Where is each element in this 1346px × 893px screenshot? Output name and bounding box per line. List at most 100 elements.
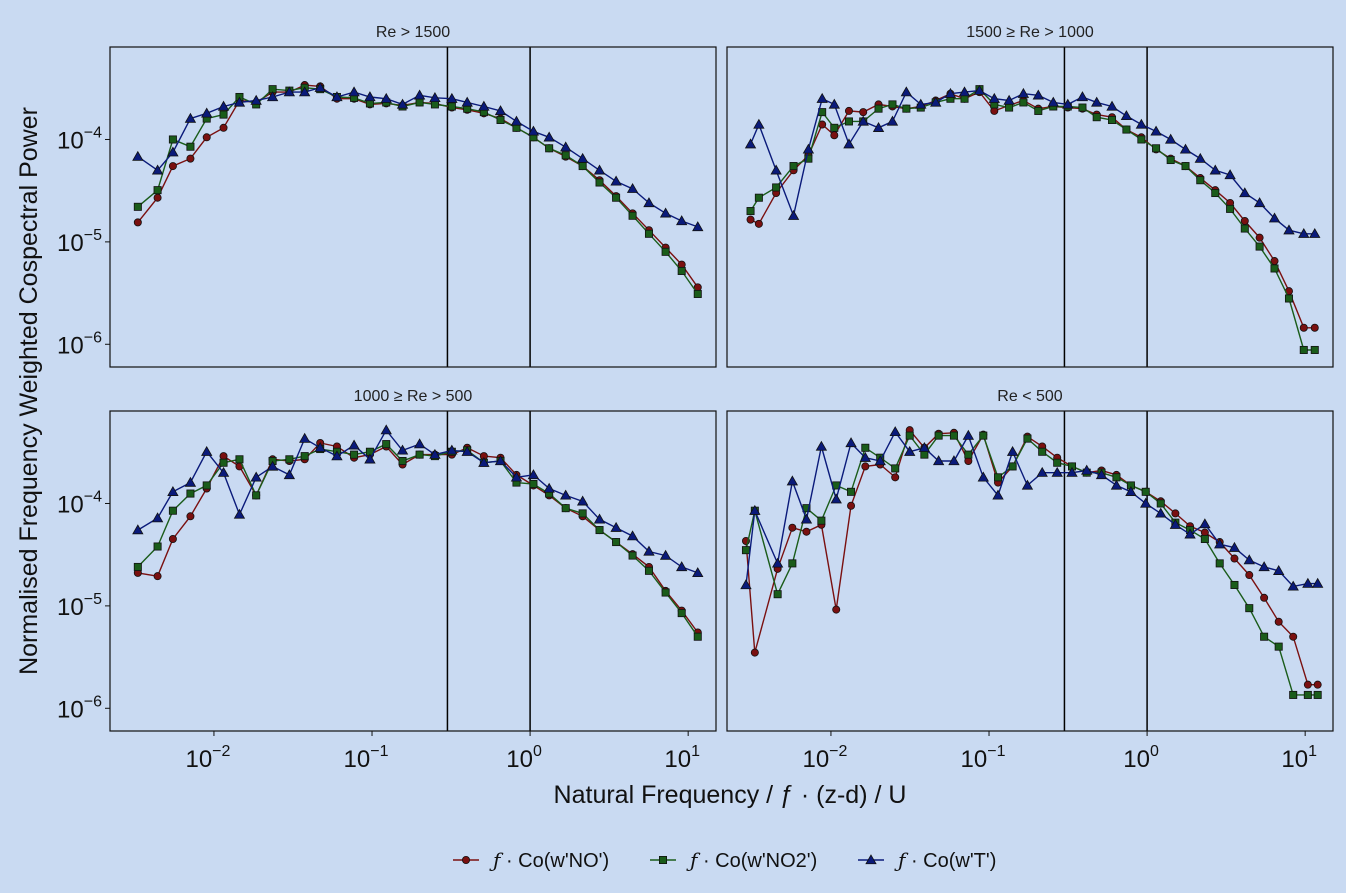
legend-item-2: ƒ · Co(w'NO2')	[650, 848, 817, 872]
data-point	[1092, 113, 1101, 122]
y-tick-label: 10−6	[57, 329, 102, 359]
data-point	[994, 473, 1003, 482]
data-point	[1076, 91, 1089, 102]
data-point	[891, 464, 900, 473]
data-point	[1240, 224, 1249, 233]
data-point	[787, 209, 800, 220]
data-point	[461, 445, 473, 456]
data-point	[595, 178, 604, 187]
data-point	[1211, 189, 1220, 198]
x-tick-label: 100	[506, 743, 542, 773]
data-point	[283, 86, 296, 97]
y-tick-label: 10−4	[57, 124, 102, 154]
legend-label: ƒ · Co(w'T')	[894, 848, 996, 872]
x-axis-title: Natural Frequency / ƒ · (z-d) / U	[554, 781, 907, 809]
data-point	[830, 131, 839, 140]
data-point	[235, 455, 244, 464]
data-point	[1036, 466, 1048, 477]
data-point	[1171, 509, 1180, 518]
data-point	[510, 115, 523, 126]
data-point	[753, 118, 765, 129]
data-point	[857, 115, 869, 126]
data-point	[447, 102, 456, 111]
legend: ƒ · Co(w'NO') ƒ · Co(w'NO2') ƒ · Co(w'T')	[453, 848, 996, 872]
data-point	[661, 588, 670, 597]
data-point	[789, 162, 798, 171]
data-point	[693, 632, 702, 641]
data-point	[847, 501, 856, 510]
data-point	[1051, 466, 1063, 477]
data-point	[740, 579, 752, 590]
data-point	[151, 512, 164, 523]
legend-key-marker	[461, 856, 470, 865]
data-point	[153, 186, 162, 195]
panel-frame	[726, 46, 1334, 368]
data-point	[314, 441, 326, 452]
data-point	[1194, 152, 1206, 163]
data-point	[643, 545, 655, 556]
data-point	[845, 437, 857, 448]
data-point	[676, 561, 688, 572]
data-point	[151, 164, 164, 175]
data-point	[773, 590, 782, 599]
data-point	[859, 451, 872, 462]
series-line-3	[749, 89, 1315, 235]
data-point	[610, 521, 622, 532]
data-point	[233, 508, 246, 519]
data-point	[510, 471, 523, 482]
data-point	[628, 551, 637, 560]
data-point	[1215, 559, 1224, 568]
data-point	[576, 152, 589, 163]
data-point	[1135, 118, 1148, 129]
data-point	[628, 211, 637, 220]
data-point	[1258, 561, 1270, 572]
data-point	[915, 98, 927, 109]
data-point	[543, 482, 555, 493]
data-point	[331, 450, 343, 461]
x-tick-label: 10−1	[961, 743, 1006, 773]
data-point	[754, 193, 763, 202]
data-point	[527, 469, 540, 480]
data-point	[331, 91, 343, 102]
data-point	[561, 504, 570, 513]
data-point	[1140, 497, 1152, 508]
data-point	[692, 221, 704, 232]
data-point	[905, 431, 914, 440]
data-point	[1032, 89, 1044, 100]
data-point	[1137, 135, 1146, 144]
data-point	[1226, 204, 1235, 213]
data-point	[593, 164, 606, 175]
data-point	[1311, 577, 1324, 588]
data-point	[1166, 156, 1175, 165]
data-point	[1303, 680, 1312, 689]
data-point	[1245, 571, 1254, 580]
x-tick-label: 10−2	[802, 743, 847, 773]
data-point	[754, 219, 763, 228]
data-point	[1299, 345, 1308, 354]
data-point	[133, 562, 142, 571]
data-point	[749, 504, 761, 515]
data-point	[1017, 87, 1030, 98]
data-point	[1228, 541, 1241, 552]
data-point	[1038, 447, 1047, 456]
data-point	[219, 110, 228, 119]
data-point	[1005, 103, 1014, 112]
data-point	[201, 107, 213, 118]
data-point	[962, 429, 975, 440]
data-point	[1169, 518, 1182, 529]
data-point	[132, 524, 144, 535]
data-point	[595, 526, 604, 535]
data-point	[1120, 110, 1133, 121]
data-point	[1047, 96, 1059, 107]
data-point	[186, 142, 195, 151]
data-point	[153, 193, 162, 202]
data-point	[750, 648, 759, 657]
data-point	[1224, 169, 1236, 180]
data-point	[802, 527, 811, 536]
data-point	[610, 175, 622, 186]
data-point	[560, 489, 572, 500]
data-point	[843, 138, 855, 149]
data-point	[934, 431, 943, 440]
data-point	[1108, 115, 1117, 124]
